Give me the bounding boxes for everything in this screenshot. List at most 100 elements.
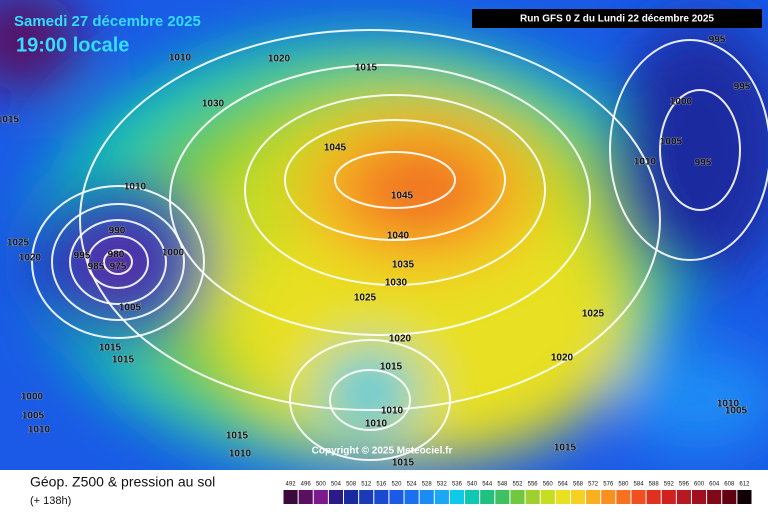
scale-swatch [616,490,631,504]
run-info: Run GFS 0 Z du Lundi 22 décembre 2025 [520,14,714,25]
isobar-label: 1025 [7,238,30,249]
isobar-label: 975 [110,262,127,273]
field [0,0,768,470]
run-box [472,9,762,28]
scale-swatch [631,490,646,504]
time: 19:00 locale [16,34,129,56]
isobar-label: 1015 [99,343,122,354]
isobar-label: 1035 [392,260,415,271]
isobar-label: 1045 [391,191,414,202]
scale-swatch [646,490,661,504]
isobar-label: 1005 [22,411,45,422]
scale-label: 612 [739,482,750,488]
scale-label: 600 [694,482,705,488]
isobar-label: 1000 [670,97,693,108]
isobar-label: 1015 [380,362,403,373]
scale-swatch [328,490,344,504]
scale-swatch [374,490,389,504]
scale-label: 500 [316,482,327,488]
scale-label: 512 [361,482,372,488]
scale-swatch [691,490,707,504]
isobar-label: 1030 [385,278,408,289]
scale-label: 584 [634,482,645,488]
isobar-label: 980 [108,250,125,261]
scale-swatch [389,490,404,504]
scale-label: 556 [528,482,539,488]
isobar-label: 1015 [112,355,135,366]
isobar-label: 1045 [324,143,347,154]
scale-swatch [344,490,359,504]
scale-swatch [465,490,480,504]
scale-label: 536 [452,482,463,488]
scale-label: 524 [407,482,418,488]
scale-label: 496 [301,482,312,488]
scale-label: 568 [573,482,584,488]
isobar-label: 1010 [365,419,388,430]
scale-label: 604 [709,482,720,488]
scale-swatch [283,490,298,504]
scale-label: 572 [588,482,599,488]
footer-title: Géop. Z500 & pression au sol [30,474,215,490]
scale-swatch [601,490,616,504]
isobar-label: 1020 [268,54,291,65]
isobar-label: 1005 [119,303,142,314]
isobar-label: 1010 [169,53,192,64]
scale-swatch [434,490,449,504]
isobar-label: 1015 [226,431,249,442]
isobar-label: 1015 [554,443,577,454]
isobar-label: 1010 [124,182,147,193]
isobar-label: 995 [74,251,91,262]
scale-swatch [510,490,525,504]
scale-swatch [449,490,465,504]
isobar-label: 1020 [19,253,42,264]
isobar-label: 995 [734,82,751,93]
scale-label: 516 [376,482,387,488]
isobar-label: 1010 [381,406,404,417]
scale-swatch [586,490,601,504]
isobar-label: 1005 [725,406,748,417]
scale-label: 492 [286,482,297,488]
scale-label: 592 [664,482,675,488]
scale-label: 544 [482,482,493,488]
scale-label: 608 [724,482,735,488]
isobar-label: 1030 [202,99,225,110]
color-scale: 492 496 500 504 508 512 516 520 524 528 532 536 540 5… [283,482,752,504]
date: Samedi 27 décembre 2025 [14,13,201,30]
scale-swatch [404,490,419,504]
isobar-label: 1000 [162,248,185,259]
scale-label: 576 [603,482,614,488]
isobar-label: 1000 [21,392,44,403]
isobar-label: 995 [695,158,712,169]
isobar-label: 995 [709,35,726,46]
footer-lead: (+ 138h) [30,495,71,507]
isobar-label: 1005 [660,137,683,148]
scale-label: 508 [346,482,357,488]
scale-label: 560 [543,482,554,488]
scale-label: 564 [558,482,569,488]
scale-label: 528 [422,482,433,488]
scale-label: 588 [649,482,660,488]
isobar-label: 990 [109,226,126,237]
scale-swatch [359,490,374,504]
isobar-label: 1040 [387,231,410,242]
scale-swatch [298,490,313,504]
scale-label: 504 [331,482,342,488]
scale-swatch [313,490,328,504]
scale-swatch [555,490,570,504]
isobar-label: 1015 [355,63,378,74]
isobar-label: 985 [88,262,105,273]
scale-swatch [661,490,676,504]
scale-label: 580 [618,482,629,488]
isobar-label: 1010 [229,449,252,460]
scale-swatch [737,490,752,504]
isobar-label: 1025 [582,309,605,320]
scale-swatch [480,490,495,504]
scale-swatch [525,490,540,504]
scale-label: 540 [467,482,478,488]
scale-label: 596 [679,482,690,488]
isobar-labels: 1010 1020 1015 1030 1015 1045 1045 1010 990 980 99… [0,34,751,469]
isobar-label: 1025 [354,293,377,304]
copyright: Copyright © 2025 Meteociel.fr [312,446,453,457]
